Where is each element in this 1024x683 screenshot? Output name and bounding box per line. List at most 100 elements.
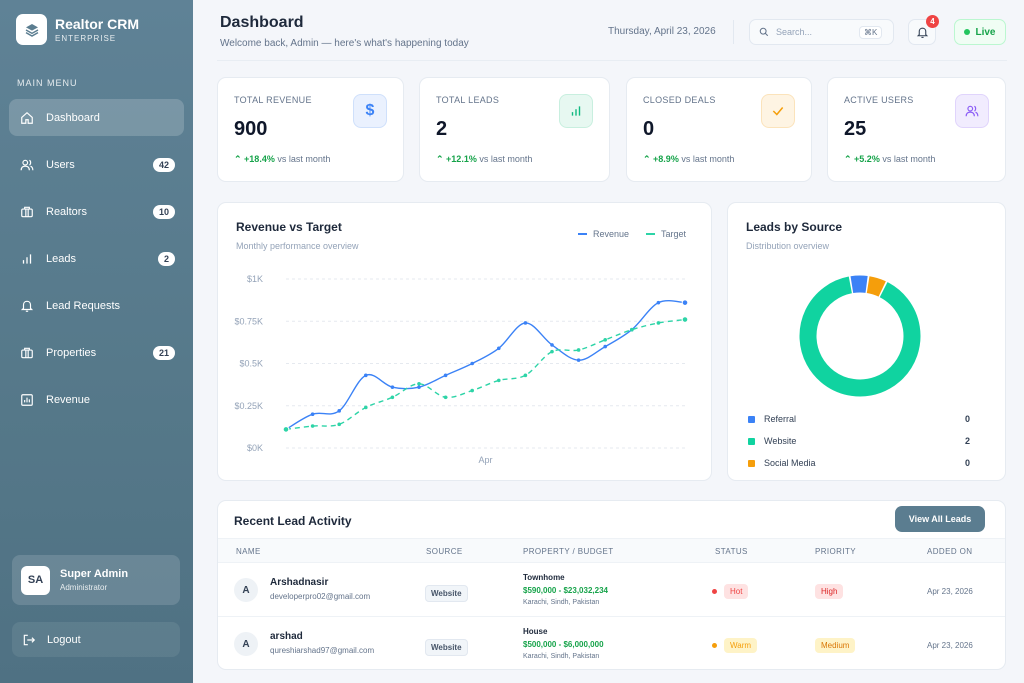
sidebar-nav: Dashboard Users 42 Realtors 10 Leads 2 L…: [9, 99, 184, 428]
bar-chart-icon: [19, 251, 35, 267]
notification-count-badge: 4: [926, 15, 939, 28]
search-input[interactable]: [776, 27, 856, 37]
source-legend: Referral 0 Website 2 Social Media 0: [748, 408, 970, 474]
legend-item-target[interactable]: Target: [646, 229, 686, 239]
logout-icon: [22, 633, 36, 647]
live-status-badge[interactable]: Live: [954, 19, 1006, 45]
column-header[interactable]: NAME: [236, 547, 261, 556]
series-line-target: [285, 318, 686, 431]
data-point: [681, 299, 689, 306]
sidebar-item-revenue[interactable]: Revenue: [9, 381, 184, 418]
source-row-social-media: Social Media 0: [748, 452, 970, 474]
dollar-icon: $: [353, 94, 387, 128]
search-icon: [759, 27, 769, 37]
trend-up-icon: ⌃: [844, 154, 855, 164]
notifications-button[interactable]: 4: [908, 15, 939, 45]
leads-source-panel: Leads by Source Distribution overview Re…: [727, 202, 1006, 481]
live-dot-icon: [964, 29, 971, 35]
y-tick-label: $0.25K: [234, 401, 263, 411]
source-count: 0: [964, 414, 970, 424]
data-point: [417, 385, 421, 389]
count-badge: 21: [152, 345, 175, 360]
data-point: [390, 385, 395, 389]
logout-button[interactable]: Logout: [12, 622, 180, 657]
status-badge: Warm: [724, 638, 758, 654]
x-tick-label: Apr: [478, 455, 492, 465]
property-budget: $590,000 - $23,032,234: [523, 586, 608, 595]
source-name: Website: [764, 436, 797, 446]
count-badge: 2: [157, 251, 175, 266]
column-header[interactable]: ADDED ON: [927, 547, 973, 556]
data-point: [470, 361, 474, 366]
sidebar-item-label: Lead Requests: [46, 299, 120, 312]
chart-title: Leads by Source: [746, 220, 843, 234]
priority-badge: High: [815, 584, 844, 600]
brand[interactable]: Realtor CRM ENTERPRISE: [16, 14, 139, 45]
legend-item-revenue[interactable]: Revenue: [578, 229, 629, 239]
search-shortcut: ⌘K: [859, 25, 883, 39]
stat-change-value: +18.4%: [244, 154, 275, 164]
property-location: Karachi, Sindh, Pakistan: [523, 653, 600, 660]
stat-change-value: +12.1%: [446, 154, 477, 164]
legend-swatch: [748, 459, 755, 467]
donut-slice-social-media[interactable]: [866, 276, 886, 297]
lead-email: developerpro02@gmail.com: [270, 592, 371, 601]
page-title: Dashboard: [220, 14, 304, 31]
users-icon: [19, 157, 35, 173]
data-point: [576, 348, 581, 352]
view-all-leads-button[interactable]: View All Leads: [895, 506, 985, 532]
added-date: Apr 23, 2026: [927, 587, 973, 596]
data-point: [337, 409, 341, 413]
user-card[interactable]: SA Super Admin Administrator: [12, 555, 180, 605]
sidebar-item-users[interactable]: Users 42: [9, 146, 184, 183]
donut-slice-website[interactable]: [799, 276, 921, 397]
y-tick-label: $1K: [247, 274, 263, 284]
live-label: Live: [975, 26, 996, 38]
source-row-referral: Referral 0: [748, 408, 970, 430]
sidebar-item-lead-requests[interactable]: Lead Requests: [9, 287, 184, 324]
avatar: A: [234, 632, 258, 656]
chart-title: Revenue vs Target: [236, 220, 342, 234]
data-point: [656, 300, 661, 305]
column-header[interactable]: STATUS: [715, 547, 748, 556]
header-date: Thursday, April 23, 2026: [608, 26, 716, 37]
status-dot-icon: [712, 643, 717, 649]
property-name: House: [523, 627, 548, 636]
column-header[interactable]: SOURCE: [426, 547, 463, 556]
sidebar-item-realtors[interactable]: Realtors 10: [9, 193, 184, 230]
stat-change: ⌃ +18.4% vs last month: [234, 154, 330, 165]
stat-card-closed-deals[interactable]: CLOSED DEALS 0 ⌃ +8.9% vs last month: [626, 77, 812, 182]
check-icon: [761, 94, 795, 128]
sidebar-item-properties[interactable]: Properties 21: [9, 334, 184, 371]
data-point: [550, 349, 554, 354]
data-point: [310, 424, 315, 428]
source-badge: Website: [425, 639, 468, 656]
table-row[interactable]: A arshad qureshiarshad97@gmail.com Websi…: [218, 617, 1005, 669]
donut-slice-referral[interactable]: [850, 275, 868, 294]
sidebar-item-label: Revenue: [46, 393, 91, 406]
data-point: [656, 321, 661, 325]
data-point: [523, 321, 528, 325]
legend-swatch: [578, 233, 587, 235]
sidebar-item-leads[interactable]: Leads 2: [9, 240, 184, 277]
data-point: [630, 327, 634, 332]
donut-chart: [799, 275, 921, 397]
column-header[interactable]: PROPERTY / BUDGET: [523, 547, 614, 556]
stat-change-suffix: vs last month: [882, 154, 936, 164]
column-header[interactable]: PRIORITY: [815, 547, 856, 556]
stat-card-total-leads[interactable]: TOTAL LEADS 2 ⌃ +12.1% vs last month: [419, 77, 610, 182]
stat-card-active-users[interactable]: ACTIVE USERS 25 ⌃ +5.2% vs last month: [827, 77, 1006, 182]
legend-swatch: [646, 233, 655, 235]
trend-up-icon: ⌃: [643, 154, 654, 164]
source-count: 2: [964, 436, 970, 446]
stat-label: TOTAL LEADS: [436, 95, 500, 105]
priority-badge: Medium: [815, 638, 856, 654]
sidebar-item-dashboard[interactable]: Dashboard: [9, 99, 184, 136]
stat-card-total-revenue[interactable]: TOTAL REVENUE 900 ⌃ +18.4% vs last month…: [217, 77, 404, 182]
users-icon: [955, 94, 989, 128]
avatar: SA: [21, 565, 50, 595]
table-row[interactable]: A Arshadnasir developerpro02@gmail.com W…: [218, 563, 1005, 617]
search-box[interactable]: ⌘K: [749, 19, 894, 45]
y-tick-label: $0.5K: [239, 359, 263, 369]
briefcase-icon: [19, 204, 35, 220]
